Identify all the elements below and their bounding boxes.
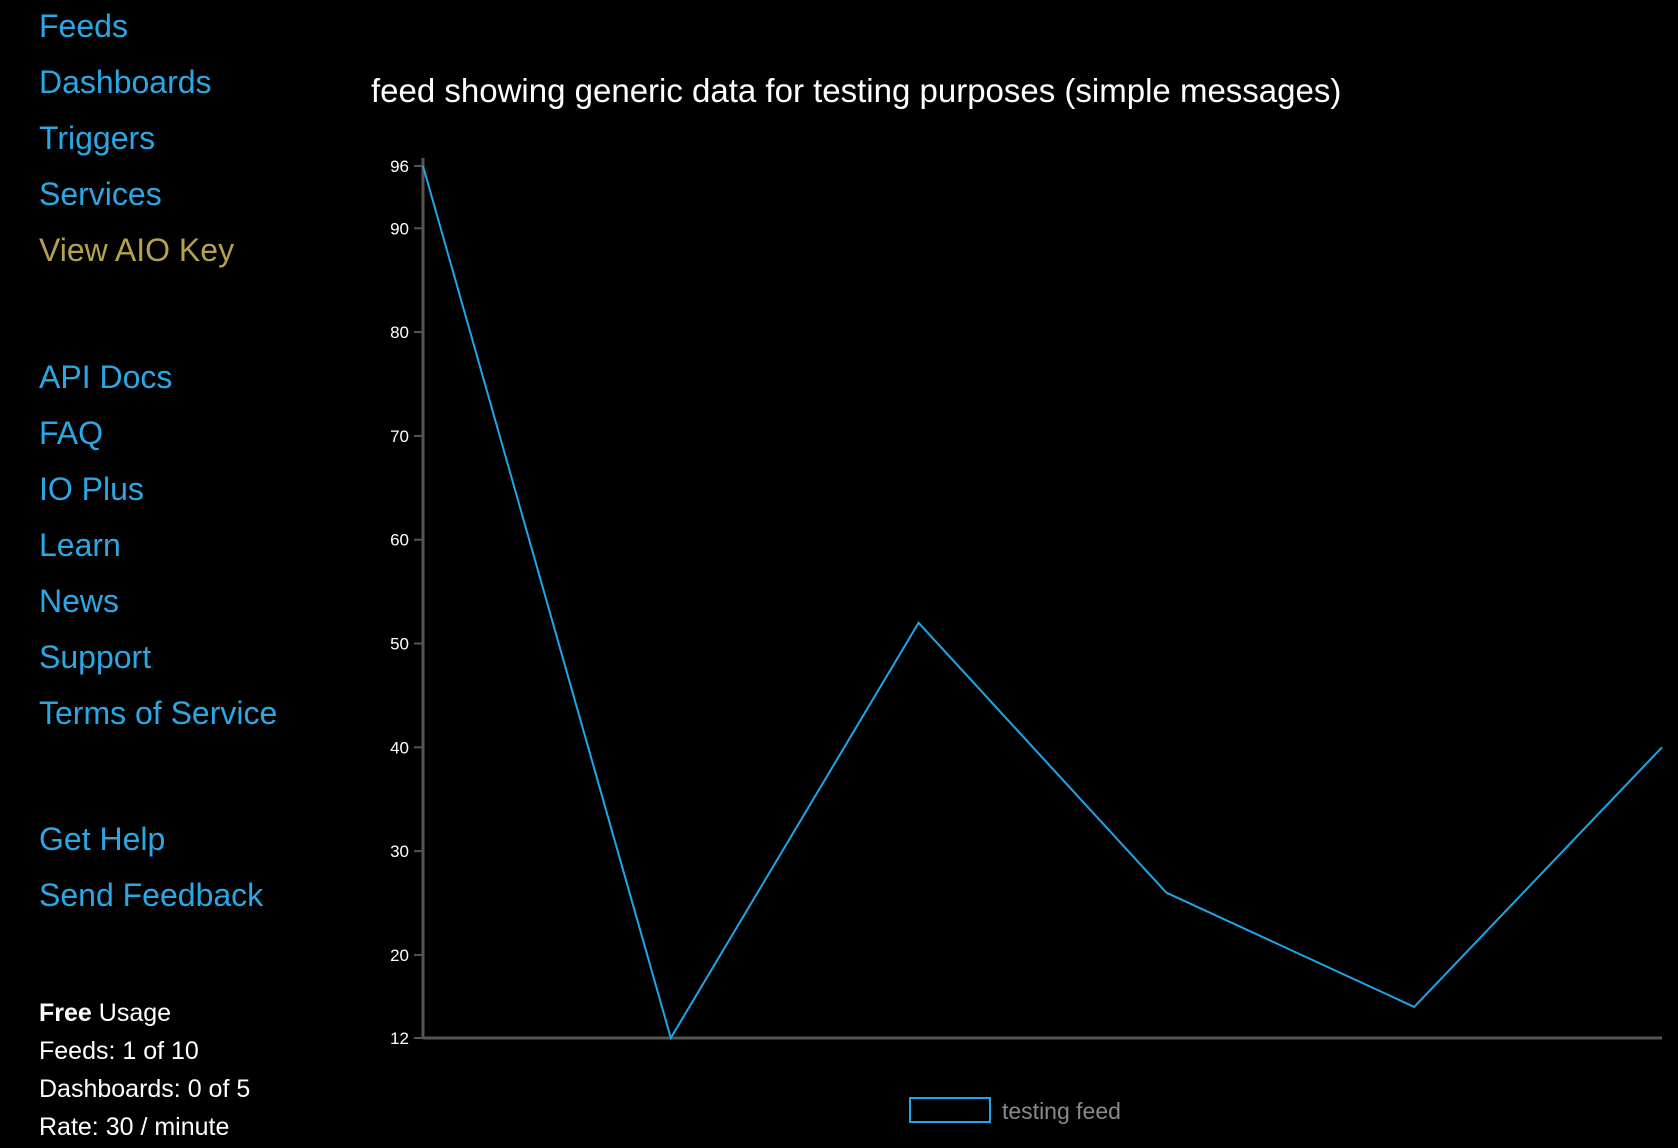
nav-news[interactable]: News <box>39 583 120 619</box>
nav-send-feedback[interactable]: Send Feedback <box>39 877 264 913</box>
nav-terms-of-service[interactable]: Terms of Service <box>39 695 278 731</box>
legend-label: testing feed <box>1002 1098 1121 1124</box>
usage-dashboards: Dashboards: 0 of 5 <box>39 1075 251 1103</box>
nav-support[interactable]: Support <box>39 639 152 675</box>
y-tick-label: 70 <box>390 427 409 446</box>
y-tick-label: 96 <box>390 157 409 176</box>
line-chart: 12 20 30 40 50 60 70 80 90 96 testing feed <box>360 140 1678 1148</box>
y-tick-label: 90 <box>390 219 409 238</box>
nav-io-plus[interactable]: IO Plus <box>39 471 144 507</box>
nav-faq[interactable]: FAQ <box>39 415 104 451</box>
secondary-nav: API Docs FAQ IO Plus Learn News Support … <box>39 349 277 741</box>
help-nav: Get Help Send Feedback <box>39 811 263 923</box>
nav-triggers[interactable]: Triggers <box>39 120 156 156</box>
legend-swatch <box>909 1097 991 1123</box>
usage-feeds: Feeds: 1 of 10 <box>39 1037 199 1065</box>
y-tick-label: 30 <box>390 842 409 861</box>
y-tick-label: 12 <box>390 1029 409 1048</box>
chart-svg: 12 20 30 40 50 60 70 80 90 96 testing feed <box>390 157 1663 1124</box>
y-tick-label: 40 <box>390 738 409 757</box>
nav-dashboards[interactable]: Dashboards <box>39 64 212 100</box>
usage-heading: Free Usage <box>39 994 250 1032</box>
usage-panel: Free Usage Feeds: 1 of 10 Dashboards: 0 … <box>39 994 250 1146</box>
usage-plan-suffix: Usage <box>91 999 172 1027</box>
nav-view-aio-key[interactable]: View AIO Key <box>39 232 235 268</box>
y-tick-label: 20 <box>390 946 409 965</box>
nav-learn[interactable]: Learn <box>39 527 121 563</box>
series-line <box>422 165 1663 1041</box>
primary-nav: Feeds Dashboards Triggers Services View … <box>39 0 234 278</box>
nav-get-help[interactable]: Get Help <box>39 821 166 857</box>
y-tick-label: 80 <box>390 323 409 342</box>
y-tick-label: 60 <box>390 531 409 550</box>
usage-plan: Free <box>39 999 92 1027</box>
usage-rate: Rate: 30 / minute <box>39 1113 230 1141</box>
y-tick-label: 50 <box>390 635 409 654</box>
nav-feeds[interactable]: Feeds <box>39 8 128 44</box>
chart-title: feed showing generic data for testing pu… <box>371 72 1342 109</box>
nav-services[interactable]: Services <box>39 176 162 212</box>
nav-api-docs[interactable]: API Docs <box>39 359 173 395</box>
